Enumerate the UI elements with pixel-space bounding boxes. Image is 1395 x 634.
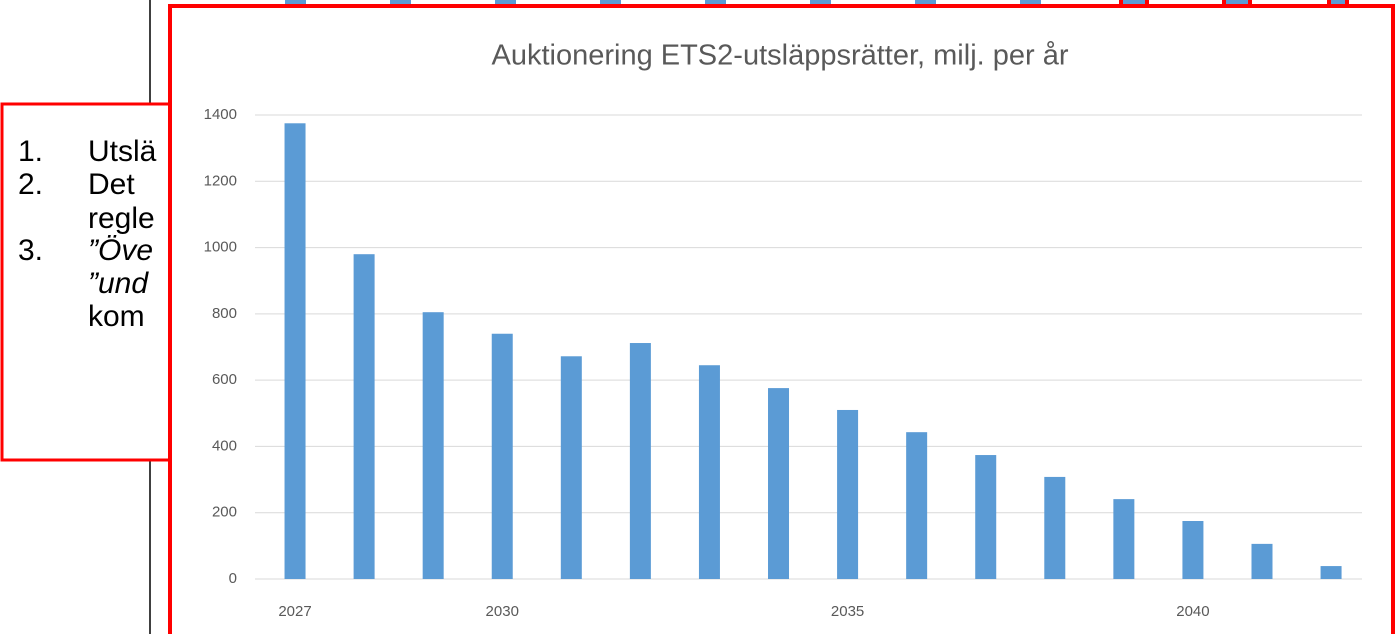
list-text: Utslä — [88, 135, 157, 168]
decor-bar — [810, 0, 831, 7]
x-tick-label: 2040 — [1176, 603, 1209, 620]
bar — [906, 432, 928, 579]
x-tick-label: 2030 — [486, 603, 519, 620]
decor-bar — [600, 0, 621, 7]
list-text: ”Öve — [88, 234, 153, 267]
bar — [1113, 499, 1135, 579]
bar — [1044, 476, 1066, 579]
list-text: kom — [88, 300, 145, 333]
decor-bar — [495, 0, 516, 7]
list-number: 3. — [18, 234, 43, 267]
x-tick-label: 2035 — [831, 603, 864, 620]
bar — [560, 356, 582, 579]
y-tick-label: 400 — [212, 437, 237, 454]
bar — [629, 343, 651, 579]
bar — [837, 409, 859, 579]
y-tick-label: 1400 — [204, 106, 237, 123]
bar — [491, 333, 513, 579]
bar — [422, 312, 444, 579]
bar — [1320, 566, 1342, 579]
list-text: Det — [88, 168, 135, 201]
decor-bar — [705, 0, 726, 7]
bar — [284, 123, 306, 580]
bar — [698, 365, 720, 579]
bar — [1251, 543, 1273, 579]
bar — [1182, 521, 1204, 579]
list-number: 2. — [18, 168, 43, 201]
chart: Auktionering ETS2-utsläppsrätter, milj. … — [168, 4, 1395, 634]
y-tick-label: 600 — [212, 371, 237, 388]
decor-bar — [915, 0, 936, 7]
y-tick-label: 200 — [212, 504, 237, 521]
y-tick-label: 1000 — [204, 239, 237, 256]
list-text: regle — [88, 202, 155, 235]
list-text: ”und — [88, 267, 149, 300]
y-tick-label: 0 — [229, 570, 237, 587]
bar — [768, 388, 790, 579]
decor-bar — [390, 0, 411, 7]
y-tick-label: 800 — [212, 305, 237, 322]
decor-bar — [285, 0, 306, 7]
decor-bar — [1020, 0, 1041, 7]
chart-title: Auktionering ETS2-utsläppsrätter, milj. … — [491, 40, 1068, 72]
bar — [353, 254, 375, 579]
y-tick-label: 1200 — [204, 172, 237, 189]
x-tick-label: 2027 — [278, 603, 311, 620]
list-number: 1. — [18, 135, 43, 168]
bar — [975, 455, 997, 579]
